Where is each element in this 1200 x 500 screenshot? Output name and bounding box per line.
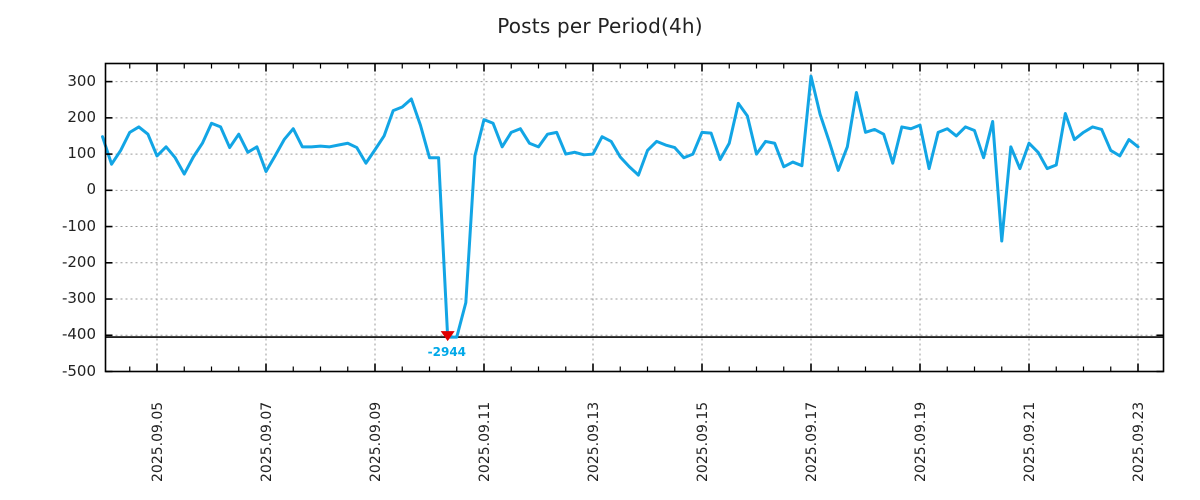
x-tick-label: 2025.09.23	[1131, 401, 1147, 482]
y-tick-label: 200	[67, 107, 96, 126]
x-tick-label: 2025.09.07	[259, 401, 275, 482]
data-series-line	[101, 74, 1140, 339]
plot-frame	[104, 62, 1165, 373]
x-tick-label: 2025.09.11	[477, 401, 493, 482]
plot-background	[105, 63, 1164, 372]
y-tick-label: 0	[86, 180, 96, 199]
chart-title: Posts per Period(4h)	[497, 14, 703, 38]
y-tick-label: -200	[61, 252, 96, 271]
x-tick-label: 2025.09.15	[695, 401, 711, 482]
y-tick-label: -400	[61, 325, 96, 344]
y-tick-label: -500	[61, 361, 96, 380]
x-tick-label: 2025.09.05	[150, 401, 166, 482]
annotation-value-label: -2944	[427, 345, 467, 360]
x-tick-label: 2025.09.21	[1022, 401, 1038, 482]
y-tick-label: 300	[67, 71, 96, 90]
x-tick-label: 2025.09.09	[368, 401, 384, 482]
x-tick-label: 2025.09.19	[913, 401, 929, 482]
gridlines	[105, 63, 1164, 372]
x-axis-ticks	[129, 63, 1139, 372]
x-tick-label: 2025.09.17	[804, 401, 820, 482]
y-tick-label: -300	[61, 289, 96, 308]
y-tick-label: -100	[61, 216, 96, 235]
x-tick-label: 2025.09.13	[586, 401, 602, 482]
annotation-marker-triangle-down	[440, 331, 455, 342]
y-axis-ticks	[105, 80, 1164, 373]
y-tick-label: 100	[67, 144, 96, 163]
